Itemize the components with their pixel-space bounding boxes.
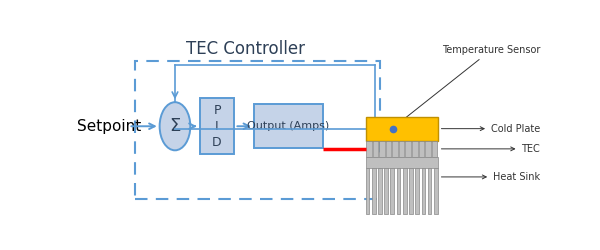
- Bar: [365, 157, 438, 168]
- Bar: [391, 168, 394, 214]
- Bar: [434, 168, 438, 214]
- Bar: [365, 116, 438, 141]
- Text: P
I
D: P I D: [212, 104, 222, 149]
- Bar: [422, 168, 425, 214]
- Bar: [386, 141, 391, 157]
- Text: Heat Sink: Heat Sink: [442, 172, 540, 182]
- Bar: [425, 141, 431, 157]
- Bar: [431, 141, 437, 157]
- Bar: [379, 141, 385, 157]
- Bar: [406, 141, 411, 157]
- Text: TEC Controller: TEC Controller: [186, 40, 305, 58]
- Bar: [419, 141, 424, 157]
- Text: Σ: Σ: [169, 117, 181, 135]
- Bar: [372, 168, 376, 214]
- Bar: [136, 61, 380, 200]
- Bar: [366, 141, 372, 157]
- Ellipse shape: [160, 102, 190, 150]
- Bar: [378, 168, 382, 214]
- Bar: [200, 98, 235, 154]
- Bar: [412, 141, 418, 157]
- Bar: [254, 104, 323, 148]
- Text: Cold Plate: Cold Plate: [442, 124, 540, 134]
- Bar: [399, 141, 404, 157]
- Text: TEC: TEC: [442, 144, 540, 154]
- Bar: [397, 168, 400, 214]
- Bar: [392, 141, 398, 157]
- Bar: [403, 168, 407, 214]
- Text: Output (Amps): Output (Amps): [247, 121, 329, 131]
- Text: Temperature Sensor: Temperature Sensor: [400, 45, 541, 122]
- Bar: [415, 168, 419, 214]
- Bar: [409, 168, 413, 214]
- Text: Setpoint: Setpoint: [77, 119, 142, 134]
- Bar: [373, 141, 378, 157]
- Bar: [365, 168, 370, 214]
- Bar: [384, 168, 388, 214]
- Bar: [428, 168, 431, 214]
